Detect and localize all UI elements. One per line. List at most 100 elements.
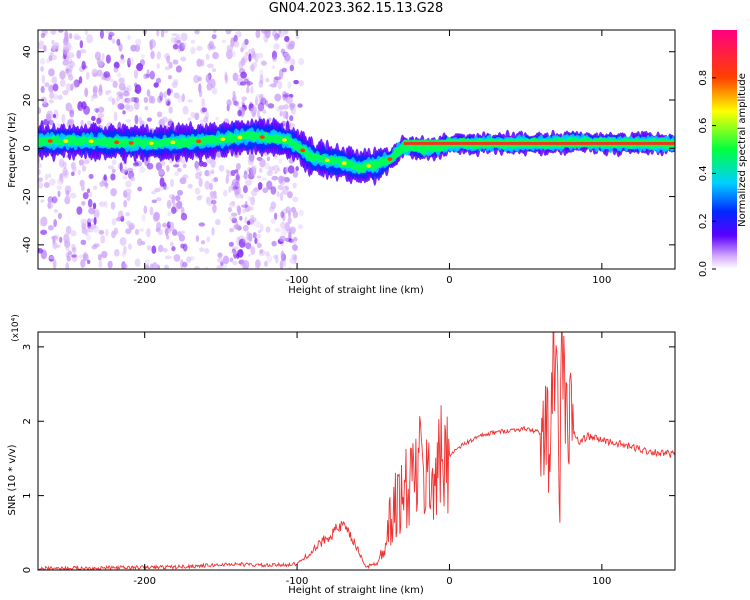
noise-speckle — [288, 40, 295, 47]
noise-speckle — [284, 35, 290, 43]
noise-speckle — [124, 188, 132, 195]
noise-speckle — [288, 238, 295, 243]
noise-speckle — [211, 68, 217, 73]
noise-speckle — [254, 53, 259, 63]
noise-speckle — [172, 229, 178, 236]
noise-speckle — [138, 166, 146, 174]
spectrogram-ytick-label: -40 — [22, 237, 33, 253]
noise-speckle — [133, 97, 138, 103]
noise-speckle — [199, 194, 203, 199]
noise-speckle — [168, 61, 173, 69]
noise-speckle — [245, 179, 252, 186]
noise-speckle — [111, 218, 117, 226]
noise-speckle — [203, 116, 209, 124]
noise-speckle — [193, 74, 200, 84]
noise-speckle — [242, 224, 249, 232]
noise-speckle — [265, 77, 270, 83]
noise-speckle — [65, 252, 70, 258]
noise-speckle — [255, 233, 262, 239]
noise-speckle — [230, 37, 235, 48]
noise-speckle — [120, 97, 126, 105]
noise-speckle — [151, 265, 159, 269]
noise-speckle — [169, 241, 174, 247]
noise-speckle — [196, 195, 202, 201]
noise-speckle — [155, 77, 162, 84]
noise-speckle — [105, 54, 111, 64]
colorbar-tick-label: 0.0 — [698, 261, 709, 277]
snr-xtick-label: 100 — [592, 576, 611, 587]
noise-speckle — [231, 250, 238, 255]
noise-speckle — [96, 117, 102, 125]
noise-speckle — [179, 156, 186, 164]
noise-speckle — [289, 226, 296, 235]
noise-speckle — [143, 96, 149, 104]
noise-speckle — [122, 90, 130, 97]
noise-speckle — [270, 186, 277, 195]
noise-speckle — [78, 159, 85, 166]
noise-speckle — [212, 204, 217, 214]
noise-speckle — [144, 106, 149, 111]
spectrogram-frame — [37, 29, 676, 270]
noise-speckle — [92, 185, 98, 191]
noise-speckle — [270, 83, 277, 88]
noise-speckle — [259, 69, 264, 78]
noise-speckle — [170, 206, 177, 215]
noise-speckle — [62, 167, 68, 177]
noise-speckle — [67, 103, 73, 110]
noise-speckle — [266, 169, 274, 177]
hot-spot — [88, 139, 94, 144]
noise-speckle — [155, 197, 162, 202]
noise-speckle — [284, 166, 289, 174]
noise-speckle — [111, 230, 116, 239]
noise-speckle — [195, 235, 199, 242]
noise-speckle — [163, 185, 169, 191]
noise-speckle — [125, 97, 131, 105]
noise-speckle — [256, 239, 260, 246]
hot-spot — [341, 161, 347, 166]
noise-speckle — [97, 106, 105, 113]
hot-spot — [300, 148, 306, 153]
noise-speckle — [79, 48, 87, 54]
noise-speckle — [206, 196, 213, 207]
noise-speckle — [194, 112, 200, 121]
noise-speckle — [139, 59, 145, 67]
noise-speckle — [100, 234, 106, 244]
noise-speckle — [171, 246, 176, 252]
noise-speckle — [99, 30, 104, 39]
noise-speckle — [260, 223, 264, 232]
noise-speckle — [244, 76, 251, 81]
noise-speckle — [148, 95, 153, 104]
spectrogram-ytick-label: 40 — [22, 45, 33, 58]
noise-speckle — [88, 207, 95, 215]
noise-speckle — [38, 40, 45, 50]
noise-speckle — [204, 180, 211, 190]
noise-speckle — [195, 30, 200, 35]
noise-speckle — [280, 48, 286, 54]
noise-speckle — [279, 192, 284, 202]
noise-speckle — [66, 67, 73, 78]
noise-speckle — [279, 110, 283, 117]
noise-speckle — [47, 173, 52, 178]
noise-speckle — [240, 47, 244, 53]
noise-speckle — [38, 177, 44, 182]
noise-speckle — [210, 199, 217, 205]
noise-speckle — [83, 159, 90, 165]
noise-speckle — [230, 169, 236, 177]
noise-speckle — [280, 211, 284, 219]
noise-speckle — [256, 109, 260, 119]
noise-speckle — [235, 163, 241, 171]
noise-speckle — [96, 69, 103, 77]
noise-speckle — [255, 264, 260, 269]
noise-speckle — [180, 212, 188, 221]
noise-speckle — [251, 164, 257, 172]
noise-speckle — [172, 164, 180, 168]
hot-spot — [220, 137, 226, 142]
noise-speckle — [274, 76, 282, 81]
noise-speckle — [291, 105, 296, 115]
noise-speckle — [38, 162, 42, 169]
noise-speckle — [80, 201, 86, 206]
hot-spot — [170, 140, 176, 145]
noise-speckle — [48, 54, 53, 62]
noise-speckle — [125, 180, 132, 188]
